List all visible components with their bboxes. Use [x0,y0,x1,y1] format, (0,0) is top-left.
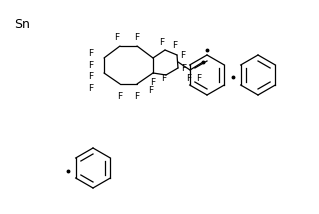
Text: F: F [148,86,153,95]
Text: Sn: Sn [14,18,30,31]
Text: F: F [88,61,93,70]
Text: F: F [88,83,93,92]
Text: F: F [134,33,140,42]
Text: F: F [182,64,187,73]
Text: F: F [186,73,192,83]
Text: F: F [160,37,165,46]
Text: F: F [197,73,202,83]
Text: F: F [88,71,93,80]
Text: F: F [88,49,93,58]
Text: F: F [161,73,167,83]
Text: F: F [173,40,178,49]
Text: F: F [181,51,186,59]
Text: F: F [117,92,122,101]
Text: F: F [115,33,120,42]
Text: F: F [134,92,140,101]
Text: F: F [151,77,156,86]
